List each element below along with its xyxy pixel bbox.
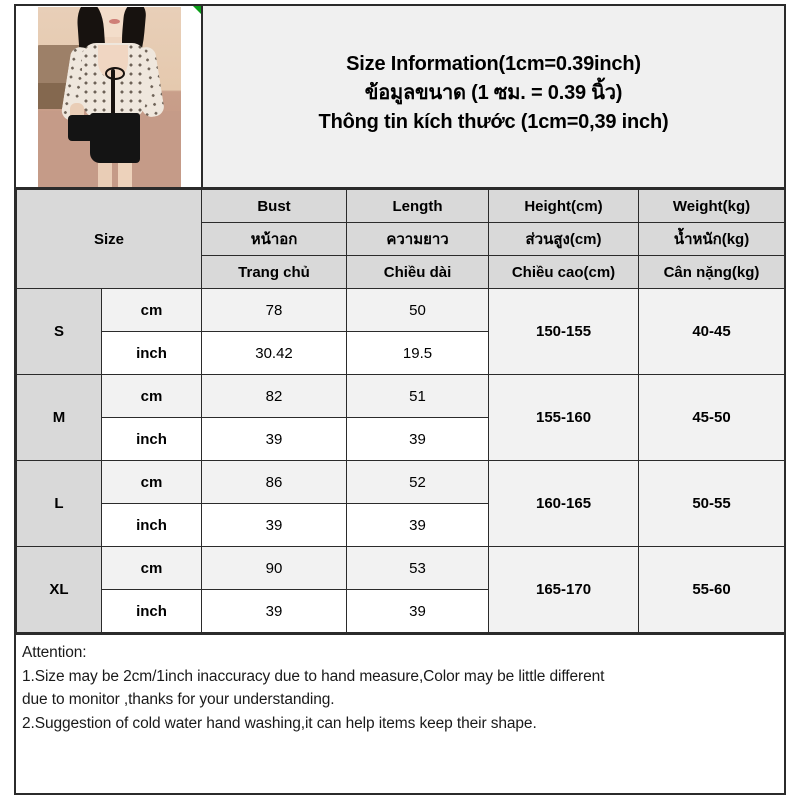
column-header-bust-vi: Trang chủ bbox=[201, 255, 348, 289]
unit-label-inch: inch bbox=[100, 503, 203, 547]
bust-inch-value: 30.42 bbox=[201, 331, 348, 375]
length-inch-value: 19.5 bbox=[346, 331, 490, 375]
height-value: 160-165 bbox=[488, 460, 640, 547]
bust-inch-value: 39 bbox=[201, 417, 348, 461]
weight-value: 40-45 bbox=[638, 288, 786, 375]
height-value: 155-160 bbox=[488, 374, 640, 461]
title-line-thai: ข้อมูลขนาด (1 ซม. = 0.39 นิ้ว) bbox=[364, 82, 623, 104]
product-photo-cell bbox=[16, 6, 203, 187]
unit-label-inch: inch bbox=[100, 589, 203, 633]
size-label: S bbox=[16, 288, 102, 375]
column-header-height-th: ส่วนสูง(cm) bbox=[488, 222, 640, 256]
column-header-weight-th: น้ำหนัก(kg) bbox=[638, 222, 786, 256]
column-header-height-vi: Chiều cao(cm) bbox=[488, 255, 640, 289]
weight-value: 50-55 bbox=[638, 460, 786, 547]
length-cm-value: 52 bbox=[346, 460, 490, 504]
size-header-cell: Size bbox=[15, 189, 203, 289]
size-chart-frame: Size Information(1cm=0.39inch) ข้อมูลขนา… bbox=[14, 4, 786, 795]
bust-cm-value: 86 bbox=[201, 460, 348, 504]
column-header-length-en: Length bbox=[346, 189, 490, 223]
size-label: XL bbox=[16, 546, 102, 633]
top-band: Size Information(1cm=0.39inch) ข้อมูลขนา… bbox=[16, 6, 784, 189]
column-header-bust-th: หน้าอก bbox=[201, 222, 348, 256]
column-header-weight-vi: Cân nặng(kg) bbox=[638, 255, 786, 289]
table-row: L cm 86 52 160-165 50-55 bbox=[16, 460, 786, 547]
column-header-bust-en: Bust bbox=[201, 189, 348, 223]
attention-block: Attention: 1.Size may be 2cm/1inch inacc… bbox=[16, 633, 784, 793]
unit-label-inch: inch bbox=[100, 331, 203, 375]
column-header-length-th: ความยาว bbox=[346, 222, 490, 256]
column-header-length-vi: Chiều dài bbox=[346, 255, 490, 289]
column-header-weight-en: Weight(kg) bbox=[638, 189, 786, 223]
bust-inch-value: 39 bbox=[201, 503, 348, 547]
height-value: 165-170 bbox=[488, 546, 640, 633]
bust-cm-value: 78 bbox=[201, 288, 348, 332]
title-block: Size Information(1cm=0.39inch) ข้อมูลขนา… bbox=[203, 6, 784, 187]
length-inch-value: 39 bbox=[346, 589, 490, 633]
measurement-table-wrapper: Size Bust Length Height(cm) Weight(kg) ห… bbox=[15, 189, 786, 793]
table-row: S cm 78 50 150-155 40-45 bbox=[16, 288, 786, 375]
title-line-vietnamese: Thông tin kích thước (1cm=0,39 inch) bbox=[318, 111, 669, 133]
unit-label-cm: cm bbox=[100, 374, 203, 418]
size-label: L bbox=[16, 460, 102, 547]
header-row-vietnamese: Trang chủ Chiều dài Chiều cao(cm) Cân nặ… bbox=[17, 255, 786, 289]
unit-label-cm: cm bbox=[100, 460, 203, 504]
table-row: XL cm 90 53 165-170 55-60 bbox=[16, 546, 786, 633]
unit-label-cm: cm bbox=[100, 288, 203, 332]
unit-label-cm: cm bbox=[100, 546, 203, 590]
size-label: M bbox=[16, 374, 102, 461]
table-row: M cm 82 51 155-160 45-50 bbox=[16, 374, 786, 461]
length-cm-value: 51 bbox=[346, 374, 490, 418]
title-line-english: Size Information(1cm=0.39inch) bbox=[346, 53, 641, 75]
height-value: 150-155 bbox=[488, 288, 640, 375]
product-photo bbox=[38, 7, 181, 187]
length-inch-value: 39 bbox=[346, 503, 490, 547]
length-cm-value: 53 bbox=[346, 546, 490, 590]
column-header-height-en: Height(cm) bbox=[488, 189, 640, 223]
weight-value: 55-60 bbox=[638, 546, 786, 633]
table-row: inch 39 39 bbox=[17, 417, 785, 461]
table-row: inch 39 39 bbox=[17, 589, 785, 633]
length-cm-value: 50 bbox=[346, 288, 490, 332]
weight-value: 45-50 bbox=[638, 374, 786, 461]
attention-heading: Attention: bbox=[22, 644, 87, 661]
attention-note-2: 2.Suggestion of cold water hand washing,… bbox=[22, 714, 537, 732]
attention-note-1-line-1: 1.Size may be 2cm/1inch inaccuracy due t… bbox=[22, 667, 605, 685]
bust-inch-value: 39 bbox=[201, 589, 348, 633]
bust-cm-value: 82 bbox=[201, 374, 348, 418]
green-corner-marker-icon bbox=[193, 6, 201, 15]
bust-cm-value: 90 bbox=[201, 546, 348, 590]
header-row-english: Size Bust Length Height(cm) Weight(kg) bbox=[15, 189, 786, 289]
table-row: inch 30.42 19.5 bbox=[17, 331, 785, 375]
header-row-thai: หน้าอก ความยาว ส่วนสูง(cm) น้ำหนัก(kg) bbox=[17, 222, 786, 256]
length-inch-value: 39 bbox=[346, 417, 490, 461]
table-row: inch 39 39 bbox=[17, 503, 785, 547]
measurement-table: Size Bust Length Height(cm) Weight(kg) ห… bbox=[15, 189, 786, 633]
attention-note-1-line-2: due to monitor ,thanks for your understa… bbox=[22, 691, 335, 709]
unit-label-inch: inch bbox=[100, 417, 203, 461]
